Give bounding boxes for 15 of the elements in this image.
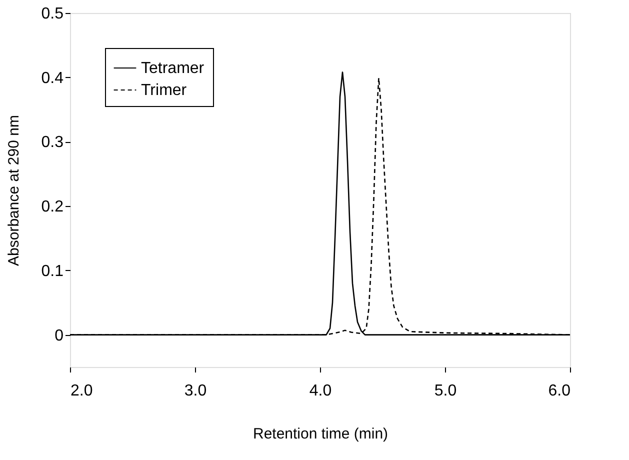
legend-label: Trimer (141, 82, 188, 99)
y-tick-label: 0.2 (41, 198, 64, 216)
y-tick-label: 0.1 (41, 262, 64, 280)
x-tick-label: 6.0 (548, 382, 571, 400)
y-tick-label: 0.4 (41, 70, 64, 87)
legend-label: Tetramer (141, 60, 205, 77)
y-tick-label: 0 (54, 327, 64, 344)
x-tick-label: 2.0 (70, 382, 93, 400)
y-tick-label: 0.5 (41, 6, 64, 22)
x-tick-label: 5.0 (434, 382, 457, 400)
y-tick-label: 0.3 (41, 134, 64, 152)
y-axis-title: Absorbance at 290 nm (5, 115, 22, 266)
x-tick-label: 3.0 (184, 382, 207, 400)
x-axis-title: Retention time (min) (252, 426, 388, 442)
x-tick-label: 4.0 (309, 382, 332, 400)
